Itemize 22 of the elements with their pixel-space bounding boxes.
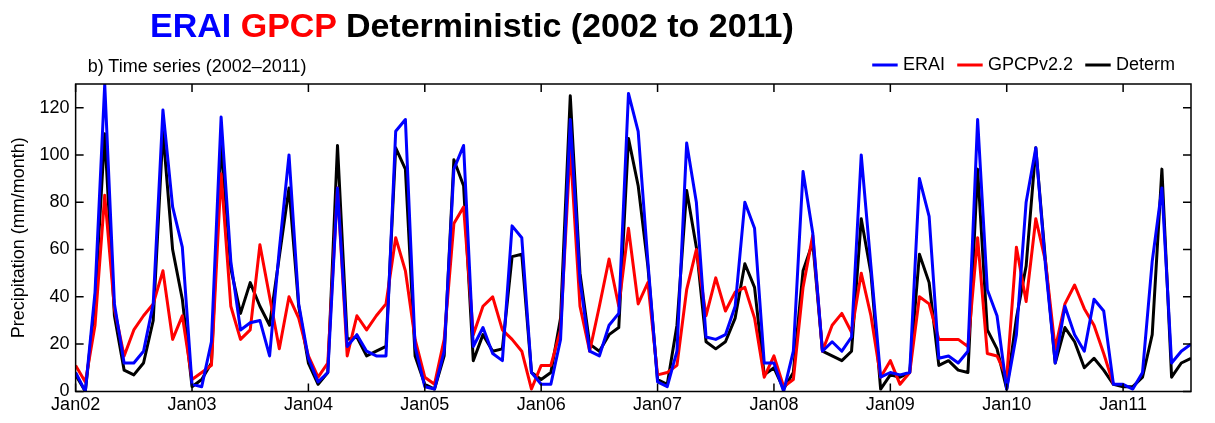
text: b) Time series (2002–2011) [87,55,307,76]
y-tick-label: 120 [39,96,70,117]
x-tick-label: Jan09 [865,394,915,415]
legend-label: Determ [1115,53,1176,74]
y-tick-label: 100 [39,143,70,164]
x-tick-label: Jan08 [749,394,799,415]
x-tick-label: Jan04 [283,394,333,415]
x-tick-label: Jan10 [982,394,1032,415]
chart-title: ERAI GPCP Deterministic (2002 to 2011) [150,6,794,44]
x-tick-label: Jan03 [167,394,217,415]
y-tick-label: 20 [49,333,70,354]
x-tick-label: Jan11 [1099,394,1147,415]
y-tick-label: 60 [49,238,70,259]
y-axis-title: Precipitation (mm/month) [7,137,28,339]
x-tick-label: Jan06 [516,394,566,415]
legend-label: ERAI [902,53,945,74]
x-tick-label: Jan07 [633,394,683,415]
legend-label: GPCPv2.2 [987,53,1073,74]
x-tick-label: Jan05 [400,394,450,415]
y-tick-label: 0 [59,380,70,401]
y-tick-label: 80 [49,191,70,212]
y-tick-label: 40 [49,285,70,306]
